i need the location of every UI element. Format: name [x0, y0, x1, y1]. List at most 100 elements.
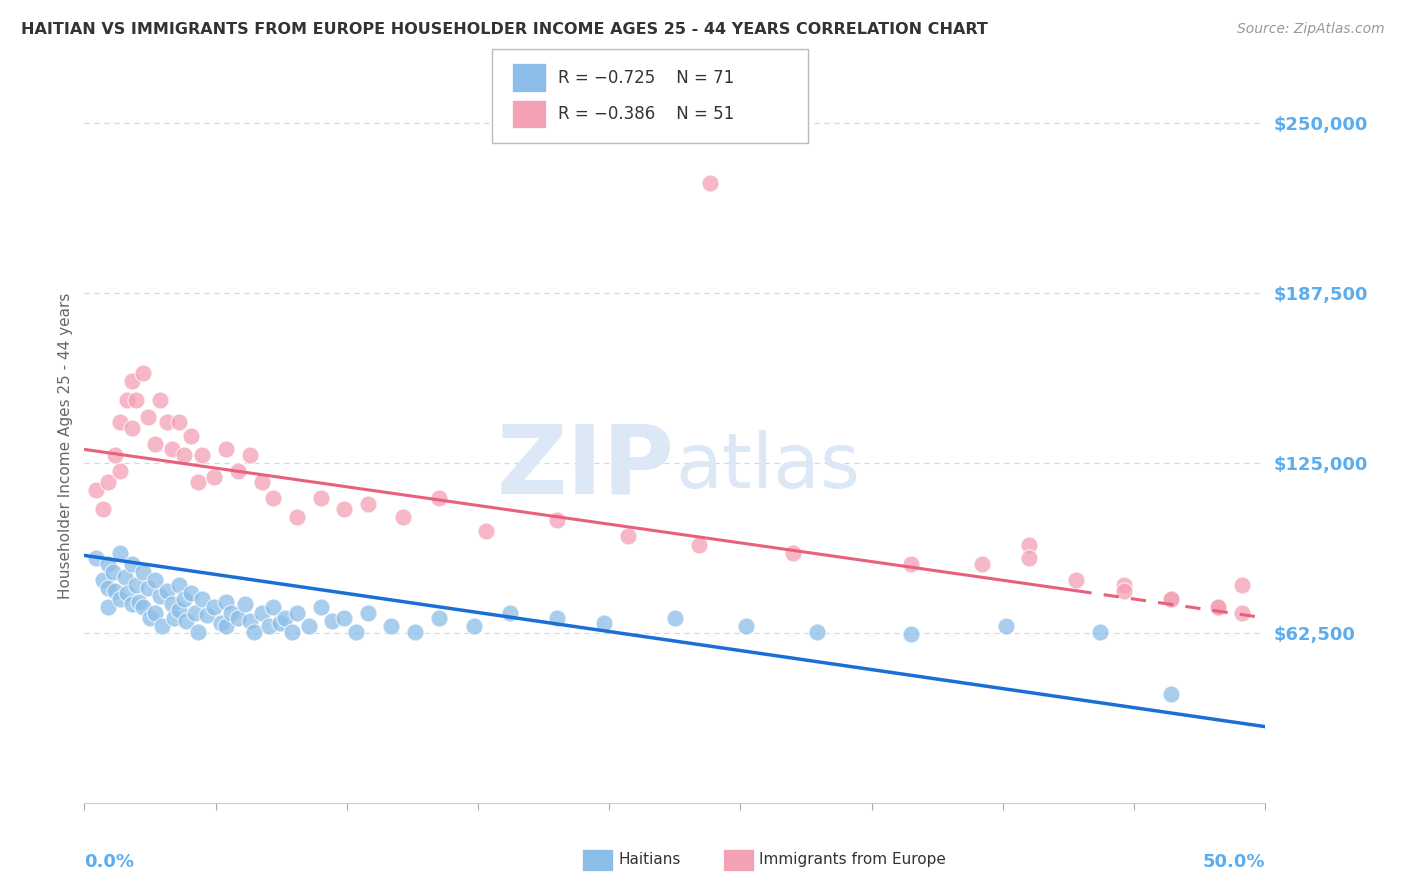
Point — [1018, 537, 1040, 551]
Point — [344, 624, 367, 639]
Point — [143, 606, 166, 620]
Point — [121, 375, 143, 389]
Point — [593, 616, 616, 631]
Point — [202, 600, 225, 615]
Point — [187, 475, 209, 489]
Point — [806, 624, 828, 639]
Point — [1066, 573, 1088, 587]
Text: R = −0.386    N = 51: R = −0.386 N = 51 — [558, 105, 734, 123]
Text: Source: ZipAtlas.com: Source: ZipAtlas.com — [1237, 22, 1385, 37]
Point — [97, 557, 120, 571]
Point — [285, 606, 308, 620]
Point — [392, 510, 415, 524]
Point — [121, 598, 143, 612]
Point — [149, 589, 172, 603]
Point — [149, 393, 172, 408]
Point — [900, 557, 922, 571]
Point — [191, 448, 214, 462]
Point — [219, 606, 242, 620]
Point — [128, 594, 150, 608]
Point — [994, 619, 1017, 633]
Text: 0.0%: 0.0% — [84, 853, 135, 871]
Text: Haitians: Haitians — [619, 853, 681, 867]
Point — [616, 529, 638, 543]
Point — [180, 429, 202, 443]
Point — [250, 606, 273, 620]
Point — [281, 624, 304, 639]
Point — [97, 600, 120, 615]
Point — [734, 619, 756, 633]
Point — [160, 442, 183, 457]
Point — [309, 491, 332, 506]
Point — [167, 603, 190, 617]
Point — [173, 448, 195, 462]
Point — [1230, 578, 1253, 592]
Point — [782, 546, 804, 560]
Point — [136, 409, 159, 424]
Point — [463, 619, 485, 633]
Y-axis label: Householder Income Ages 25 - 44 years: Householder Income Ages 25 - 44 years — [58, 293, 73, 599]
Point — [215, 594, 238, 608]
Point — [202, 469, 225, 483]
Point — [404, 624, 426, 639]
Point — [104, 583, 127, 598]
Point — [143, 437, 166, 451]
Point — [1230, 606, 1253, 620]
Point — [239, 614, 262, 628]
Point — [132, 600, 155, 615]
Point — [187, 624, 209, 639]
Point — [546, 611, 568, 625]
Point — [285, 510, 308, 524]
Point — [1018, 551, 1040, 566]
Point — [262, 491, 284, 506]
Text: ZIP: ZIP — [496, 421, 675, 514]
Point — [160, 598, 183, 612]
Point — [184, 606, 207, 620]
Point — [108, 591, 131, 606]
Point — [1160, 591, 1182, 606]
Point — [167, 415, 190, 429]
Point — [298, 619, 321, 633]
Point — [688, 537, 710, 551]
Text: R = −0.725    N = 71: R = −0.725 N = 71 — [558, 69, 734, 87]
Point — [498, 606, 520, 620]
Point — [239, 448, 262, 462]
Point — [209, 616, 232, 631]
Point — [156, 415, 179, 429]
Point — [195, 608, 218, 623]
Point — [97, 581, 120, 595]
Point — [114, 570, 136, 584]
Point — [143, 573, 166, 587]
Point — [91, 502, 114, 516]
Point — [163, 611, 186, 625]
Point — [1112, 583, 1135, 598]
Point — [226, 464, 249, 478]
Point — [333, 502, 356, 516]
Point — [108, 415, 131, 429]
Point — [1088, 624, 1111, 639]
Point — [257, 619, 280, 633]
Point — [121, 420, 143, 434]
Point — [1206, 600, 1229, 615]
Point — [546, 513, 568, 527]
Point — [125, 393, 148, 408]
Point — [1112, 578, 1135, 592]
Point — [132, 565, 155, 579]
Point — [357, 606, 380, 620]
Point — [357, 497, 380, 511]
Point — [125, 578, 148, 592]
Point — [1206, 600, 1229, 615]
Text: Immigrants from Europe: Immigrants from Europe — [759, 853, 946, 867]
Point — [132, 366, 155, 380]
Point — [699, 176, 721, 190]
Point — [333, 611, 356, 625]
Point — [970, 557, 993, 571]
Point — [97, 475, 120, 489]
Point — [226, 611, 249, 625]
Point — [427, 611, 450, 625]
Point — [167, 578, 190, 592]
Point — [84, 551, 107, 566]
Point — [91, 573, 114, 587]
Point — [150, 619, 173, 633]
Point — [1160, 687, 1182, 701]
